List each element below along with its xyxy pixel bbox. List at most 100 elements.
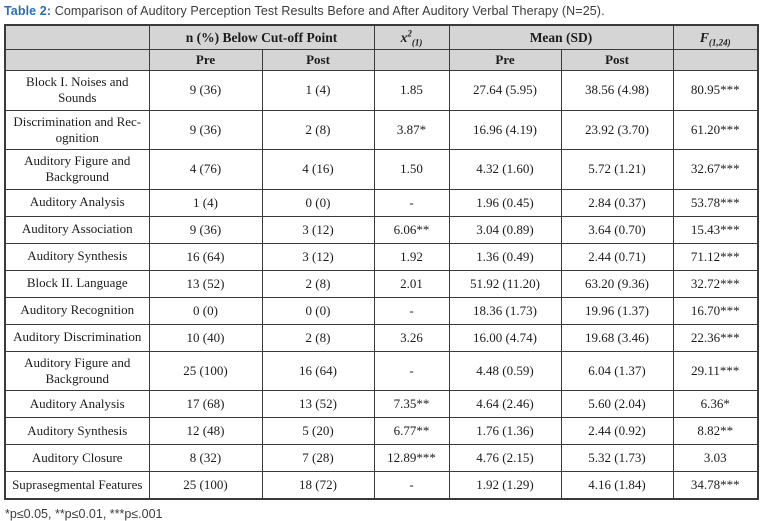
value-cell-n_pre: 9 (36) xyxy=(148,215,263,244)
value-cell-chi: 12.89*** xyxy=(373,444,450,472)
value-cell-n_pre: 10 (40) xyxy=(148,323,263,352)
value-cell-mean_pre: 51.92 (11.20) xyxy=(448,269,562,298)
value-cell-chi: 1.85 xyxy=(373,70,450,111)
test-name-cell: Block II. Language xyxy=(4,269,150,298)
table-row: Auditory Figure and Background 25 (100) 16… xyxy=(4,350,759,391)
value-cell-chi: - xyxy=(373,471,450,500)
value-cell-f: 32.67*** xyxy=(672,149,759,190)
test-name-cell: Block I. Noises and Sounds xyxy=(4,70,150,111)
value-cell-mean_pre: 1.36 (0.49) xyxy=(448,242,562,271)
table-row: Auditory Recognition 0 (0) 0 (0) -18.36 (1.… xyxy=(4,296,759,325)
table-body: Block I. Noises and Sounds 9 (36) 1 (4) 1.8… xyxy=(4,70,759,500)
value-cell-n_post: 4 (16) xyxy=(261,149,375,190)
value-cell-chi: 1.92 xyxy=(373,242,450,271)
value-cell-chi: 2.01 xyxy=(373,269,450,298)
header-mean-pre: Pre xyxy=(448,49,562,71)
header-empty-name xyxy=(4,49,150,71)
value-cell-n_pre: 9 (36) xyxy=(148,109,263,150)
value-cell-f: 15.43*** xyxy=(672,215,759,244)
value-cell-f: 32.72*** xyxy=(672,269,759,298)
value-cell-n_post: 18 (72) xyxy=(261,471,375,500)
header-n-post: Post xyxy=(261,49,375,71)
significance-footnote: *p≤0.05, **p≤0.01, ***p≤.001 xyxy=(5,507,163,521)
table-row: Suprasegmental Features 25 (100) 18 (72) -1… xyxy=(4,471,759,500)
value-cell-mean_post: 19.68 (3.46) xyxy=(560,323,674,352)
test-name-cell: Auditory Figure and Background xyxy=(4,350,150,391)
header-n-below-cutoff: n (%) Below Cut-off Point xyxy=(148,24,375,50)
table-row: Auditory Discrimination 10 (40) 2 (8) 3.26 1… xyxy=(4,323,759,352)
value-cell-chi: 6.77** xyxy=(373,417,450,445)
value-cell-n_pre: 8 (32) xyxy=(148,444,263,472)
value-cell-n_post: 16 (64) xyxy=(261,350,375,391)
value-cell-mean_post: 2.44 (0.92) xyxy=(560,417,674,445)
value-cell-mean_pre: 4.32 (1.60) xyxy=(448,149,562,190)
value-cell-f: 80.95*** xyxy=(672,70,759,111)
value-cell-mean_pre: 27.64 (5.95) xyxy=(448,70,562,111)
test-name-cell: Suprasegmental Features xyxy=(4,471,150,500)
value-cell-f: 8.82** xyxy=(672,417,759,445)
value-cell-n_pre: 0 (0) xyxy=(148,296,263,325)
value-cell-chi: 6.06** xyxy=(373,215,450,244)
header-mean-post: Post xyxy=(560,49,674,71)
table-row: Block II. Language 13 (52) 2 (8) 2.01 51.92 … xyxy=(4,269,759,298)
chi-symbol: x xyxy=(400,29,408,45)
value-cell-mean_pre: 18.36 (1.73) xyxy=(448,296,562,325)
value-cell-f: 71.12*** xyxy=(672,242,759,271)
value-cell-n_pre: 13 (52) xyxy=(148,269,263,298)
table-row: Auditory Synthesis 12 (48) 5 (20) 6.77** 1.7… xyxy=(4,417,759,445)
table-header: n (%) Below Cut-off Point x2(1) Mean (SD… xyxy=(4,24,759,71)
value-cell-f: 22.36*** xyxy=(672,323,759,352)
value-cell-f: 29.11*** xyxy=(672,350,759,391)
value-cell-mean_pre: 16.96 (4.19) xyxy=(448,109,562,150)
value-cell-mean_pre: 1.96 (0.45) xyxy=(448,188,562,217)
table-row: Auditory Figure and Background 4 (76) 4 (1… xyxy=(4,149,759,190)
test-name-cell: Auditory Recognition xyxy=(4,296,150,325)
test-name-cell: Auditory Synthesis xyxy=(4,242,150,271)
test-name-cell: Auditory Discrimination xyxy=(4,323,150,352)
value-cell-n_post: 7 (28) xyxy=(261,444,375,472)
test-name-cell: Auditory Closure xyxy=(4,444,150,472)
value-cell-n_post: 3 (12) xyxy=(261,242,375,271)
value-cell-chi: - xyxy=(373,188,450,217)
test-name-cell: Auditory Synthesis xyxy=(4,417,150,445)
value-cell-n_pre: 4 (76) xyxy=(148,149,263,190)
value-cell-n_post: 13 (52) xyxy=(261,390,375,418)
value-cell-n_post: 5 (20) xyxy=(261,417,375,445)
f-symbol: F xyxy=(699,29,709,45)
header-empty-chi xyxy=(373,49,450,71)
value-cell-n_pre: 9 (36) xyxy=(148,70,263,111)
value-cell-n_pre: 16 (64) xyxy=(148,242,263,271)
test-name-cell: Auditory Figure and Background xyxy=(4,149,150,190)
value-cell-n_post: 0 (0) xyxy=(261,296,375,325)
table-row: Auditory Association 9 (36) 3 (12) 6.06** 3.… xyxy=(4,215,759,244)
value-cell-mean_post: 6.04 (1.37) xyxy=(560,350,674,391)
value-cell-f: 53.78*** xyxy=(672,188,759,217)
value-cell-chi: - xyxy=(373,296,450,325)
value-cell-mean_pre: 4.76 (2.15) xyxy=(448,444,562,472)
value-cell-chi: 3.87* xyxy=(373,109,450,150)
value-cell-n_pre: 12 (48) xyxy=(148,417,263,445)
value-cell-n_post: 1 (4) xyxy=(261,70,375,111)
table-row: Auditory Closure 8 (32) 7 (28) 12.89*** 4.76… xyxy=(4,444,759,472)
value-cell-mean_pre: 3.04 (0.89) xyxy=(448,215,562,244)
value-cell-mean_post: 2.84 (0.37) xyxy=(560,188,674,217)
value-cell-mean_post: 4.16 (1.84) xyxy=(560,471,674,500)
chi-df: (1) xyxy=(411,37,423,48)
table-row: Discrimination and Rec- ognition 9 (36) 2 … xyxy=(4,109,759,150)
table-caption-label: Table 2: xyxy=(4,4,52,18)
value-cell-chi: - xyxy=(373,350,450,391)
chi-exponent: 2 xyxy=(407,28,412,38)
value-cell-mean_post: 3.64 (0.70) xyxy=(560,215,674,244)
value-cell-mean_post: 2.44 (0.71) xyxy=(560,242,674,271)
value-cell-n_pre: 1 (4) xyxy=(148,188,263,217)
header-empty-corner xyxy=(4,24,150,50)
value-cell-mean_pre: 16.00 (4.74) xyxy=(448,323,562,352)
value-cell-f: 34.78*** xyxy=(672,471,759,500)
header-mean-sd: Mean (SD) xyxy=(448,24,674,50)
value-cell-mean_pre: 1.76 (1.36) xyxy=(448,417,562,445)
table-row: Block I. Noises and Sounds 9 (36) 1 (4) 1.8… xyxy=(4,70,759,111)
value-cell-mean_pre: 1.92 (1.29) xyxy=(448,471,562,500)
f-df: (1,24) xyxy=(708,37,731,48)
value-cell-f: 6.36* xyxy=(672,390,759,418)
